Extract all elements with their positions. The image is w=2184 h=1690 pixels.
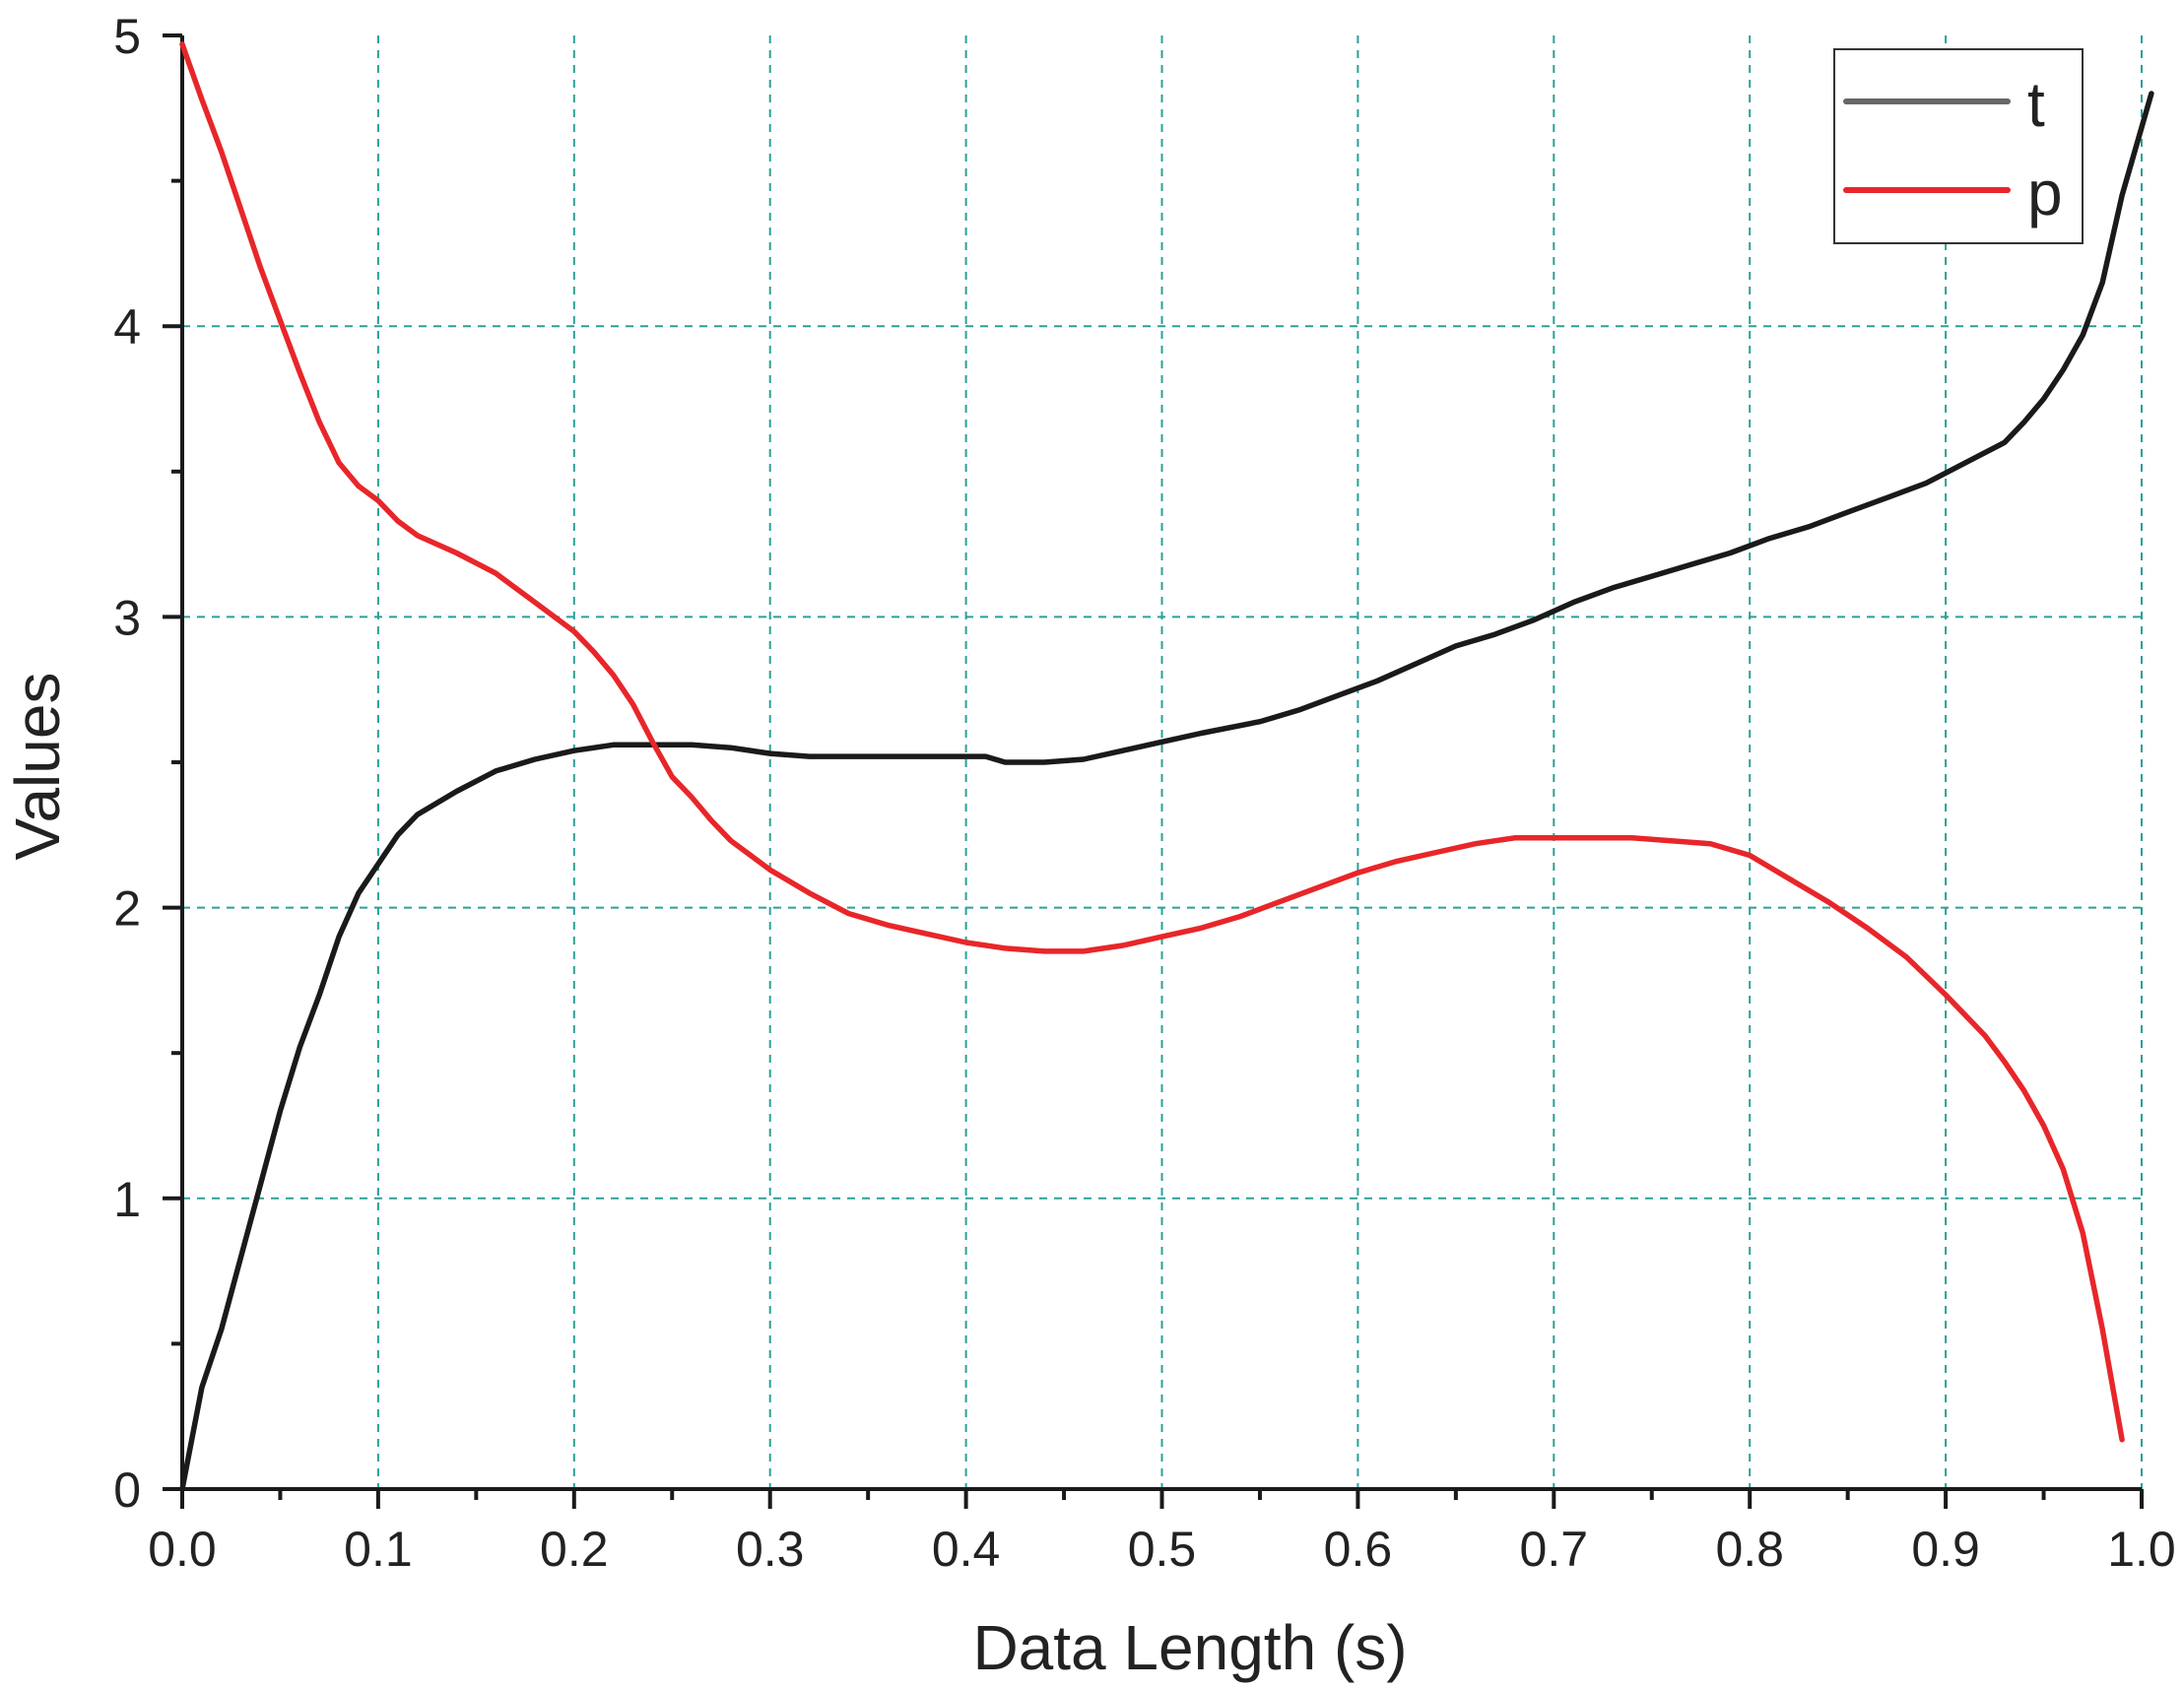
x-tick-label: 0.3 (736, 1522, 805, 1577)
x-tick-label: 0.8 (1715, 1522, 1784, 1577)
x-tick-label: 0.9 (1911, 1522, 1980, 1577)
y-tick-label: 2 (113, 881, 141, 937)
series-layer (179, 41, 2154, 1492)
x-tick-label: 0.2 (540, 1522, 609, 1577)
y-tick-label: 1 (113, 1172, 141, 1227)
legend-label-p: p (2027, 158, 2063, 228)
x-tick-label: 0.7 (1520, 1522, 1589, 1577)
x-axis-title: Data Length (s) (972, 1612, 1407, 1683)
x-tick-label: 0.4 (932, 1522, 1001, 1577)
x-tick-label: 0.5 (1128, 1522, 1197, 1577)
tick-labels-layer: 0.0 0.1 0.2 0.3 0.4 0.5 0.6 0.7 0.8 0.9 1.0 0 1 2 3 4 5 (113, 9, 2176, 1577)
legend-label-t: t (2027, 69, 2045, 140)
grid-layer (182, 35, 2143, 1489)
y-tick-label: 5 (113, 9, 141, 64)
y-tick-label: 3 (113, 590, 141, 645)
series-line-p (179, 41, 2125, 1443)
series-line-t (179, 91, 2154, 1492)
y-axis-title: Values (2, 673, 73, 861)
y-tick-label: 0 (113, 1462, 141, 1518)
axes-layer (163, 33, 2144, 1509)
x-tick-label: 1.0 (2107, 1522, 2176, 1577)
legend: t p (1833, 48, 2084, 244)
x-tick-label: 0.0 (148, 1522, 217, 1577)
legend-box (1833, 48, 2084, 244)
x-tick-label: 0.1 (344, 1522, 413, 1577)
x-tick-label: 0.6 (1324, 1522, 1393, 1577)
y-tick-label: 4 (113, 299, 141, 355)
